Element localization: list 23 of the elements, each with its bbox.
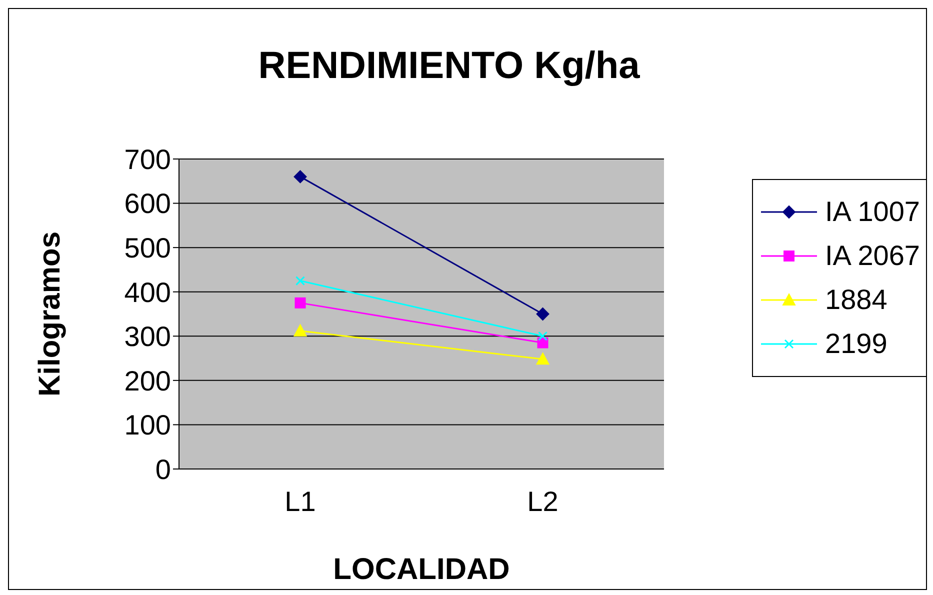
x-axis-title: LOCALIDAD — [333, 553, 510, 586]
y-tick-label: 0 — [155, 454, 171, 485]
x-tick-label: L2 — [527, 486, 558, 517]
point — [538, 331, 548, 341]
y-axis-title: Kilogramos — [34, 231, 67, 397]
y-tick-label: 100 — [124, 410, 171, 441]
y-tick-label: 300 — [124, 321, 171, 352]
chart-title: RENDIMIENTO Kg/ha — [257, 45, 641, 88]
y-tick-label: 200 — [124, 365, 171, 396]
y-tick-label: 400 — [124, 276, 171, 308]
y-tick-label: 600 — [124, 188, 171, 220]
legend-label: IA 1007 — [825, 196, 920, 228]
legend-label: 2199 — [825, 328, 888, 360]
point — [296, 276, 305, 286]
y-tick-label: 700 — [124, 144, 171, 175]
point — [294, 297, 306, 308]
legend-label: IA 2067 — [825, 240, 920, 272]
point — [294, 170, 307, 184]
y-tick-label: 500 — [124, 232, 171, 264]
point — [536, 308, 550, 320]
point — [537, 337, 548, 348]
legend-label: 1884 — [825, 284, 888, 316]
x-tick-label: L1 — [284, 486, 316, 517]
